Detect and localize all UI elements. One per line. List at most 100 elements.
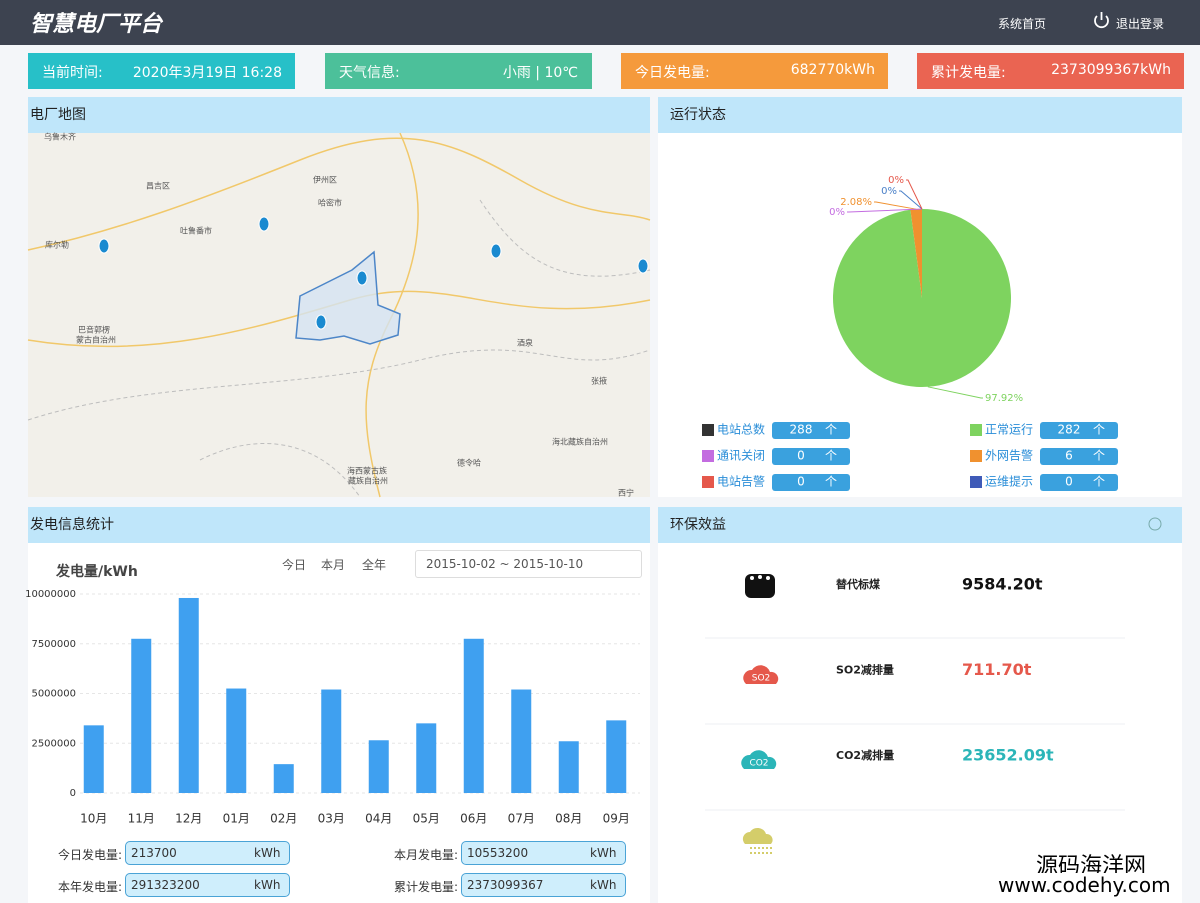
leader-line — [906, 179, 923, 210]
stat-box — [28, 53, 295, 89]
field-box — [461, 841, 626, 865]
field-value: 10553200 — [467, 846, 529, 860]
plant-marker[interactable] — [315, 314, 327, 330]
status-count: 0 — [1065, 475, 1073, 489]
field-unit: kWh — [254, 846, 281, 860]
field-value: 2373099367 — [467, 878, 544, 892]
status-unit: 个 — [1093, 475, 1105, 489]
place-label: 哈密市 — [318, 198, 342, 208]
x-tick-label: 08月 — [555, 812, 582, 826]
border — [27, 349, 651, 421]
status-name: 电站总数 — [717, 422, 765, 437]
x-tick-label: 10月 — [80, 812, 107, 826]
leader-line — [899, 190, 923, 210]
status-count: 282 — [1058, 423, 1081, 437]
leader-line — [927, 386, 983, 399]
bar — [606, 720, 627, 793]
header-bar — [0, 0, 1200, 45]
place-label: 酒泉 — [517, 338, 533, 348]
leader-line — [847, 208, 923, 213]
x-tick-label: 03月 — [318, 812, 345, 826]
field-value: 291323200 — [131, 878, 200, 892]
x-tick-label: 02月 — [270, 812, 297, 826]
field-label: 今日发电量: — [58, 848, 123, 862]
nav-link[interactable]: 退出登录 — [1116, 17, 1165, 31]
stat-label: 天气信息: — [339, 65, 400, 81]
leader-line — [874, 201, 917, 210]
place-label: 库尔勒 — [45, 240, 69, 250]
tab[interactable]: 今日 — [282, 558, 307, 572]
status-badge — [1040, 422, 1118, 439]
stat-value: 682770kWh — [790, 62, 875, 78]
tab[interactable]: 全年 — [362, 558, 387, 572]
stat-box — [621, 53, 888, 89]
status-count: 6 — [1065, 449, 1073, 463]
x-tick-label: 09月 — [603, 812, 630, 826]
plant-marker[interactable] — [98, 238, 110, 254]
status-unit: 个 — [825, 449, 837, 463]
status-badge — [772, 448, 850, 465]
eco-value: 9584.20t — [962, 575, 1043, 594]
bar — [416, 723, 437, 793]
bar — [321, 689, 342, 793]
legend-swatch — [970, 476, 982, 488]
svg-text:CO2: CO2 — [749, 759, 768, 769]
eco-name: CO2减排量 — [836, 748, 894, 762]
status-count: 0 — [797, 449, 805, 463]
status-name: 电站告警 — [717, 474, 765, 489]
plant-marker[interactable] — [356, 270, 368, 286]
bar — [368, 740, 389, 793]
y-tick-label: 2500000 — [31, 738, 76, 749]
border — [479, 199, 651, 277]
watermark: www.codehy.com — [994, 873, 1175, 897]
x-tick-label: 06月 — [460, 812, 487, 826]
place-label: 海北藏族自治州 — [552, 437, 608, 447]
eco-value: 711.70t — [962, 660, 1032, 679]
chart-title: 发电量/kWh — [55, 563, 138, 580]
bar — [178, 597, 199, 793]
power-icon — [1094, 12, 1109, 29]
bar — [558, 741, 579, 793]
field-box — [125, 841, 290, 865]
stat-box — [325, 53, 592, 89]
place-label: 伊州区 — [313, 175, 337, 185]
status-badge — [772, 474, 850, 491]
pie-label: 0% — [829, 207, 845, 218]
x-tick-label: 11月 — [128, 812, 155, 826]
plant-marker[interactable] — [637, 258, 649, 274]
y-tick-label: 0 — [70, 788, 76, 799]
status-badge — [1040, 448, 1118, 465]
eco-icons: SO2 CO2 — [741, 517, 1162, 854]
status-name: 外网告警 — [985, 448, 1033, 463]
x-tick-label: 12月 — [175, 812, 202, 826]
nav-link[interactable]: 系统首页 — [998, 17, 1047, 31]
markers — [98, 216, 649, 330]
y-tick-label: 10000000 — [25, 589, 76, 600]
plant-marker[interactable] — [258, 216, 270, 232]
stat-box — [917, 53, 1184, 89]
y-tick-label: 7500000 — [31, 639, 76, 650]
stat-value: 2373099367kWh — [1051, 62, 1171, 78]
bar — [131, 638, 152, 793]
tab[interactable]: 本月 — [321, 558, 346, 572]
place-label: 吐鲁番市 — [180, 226, 212, 236]
place-label: 张掖 — [591, 376, 607, 386]
field-value: 213700 — [131, 846, 177, 860]
place-label: 海西蒙古族 — [347, 466, 387, 476]
pie-label: 0% — [881, 186, 897, 197]
eco-name: SO2减排量 — [836, 663, 894, 677]
pie-slice — [833, 209, 1012, 388]
place-label: 藏族自治州 — [348, 476, 388, 486]
panel-title: 电厂地图 — [28, 97, 650, 133]
plant-marker[interactable] — [490, 243, 502, 259]
x-tick-label: 05月 — [413, 812, 440, 826]
status-unit: 个 — [825, 423, 837, 437]
field-label: 累计发电量: — [394, 880, 459, 894]
status-count: 0 — [797, 475, 805, 489]
status-badge — [1040, 474, 1118, 491]
pie-label: 2.08% — [840, 197, 872, 208]
legend-swatch — [702, 450, 714, 462]
stat-value: 2020年3月19日 16:28 — [132, 65, 282, 81]
date-range[interactable]: 2015-10-02 ~ 2015-10-10 — [415, 550, 642, 578]
